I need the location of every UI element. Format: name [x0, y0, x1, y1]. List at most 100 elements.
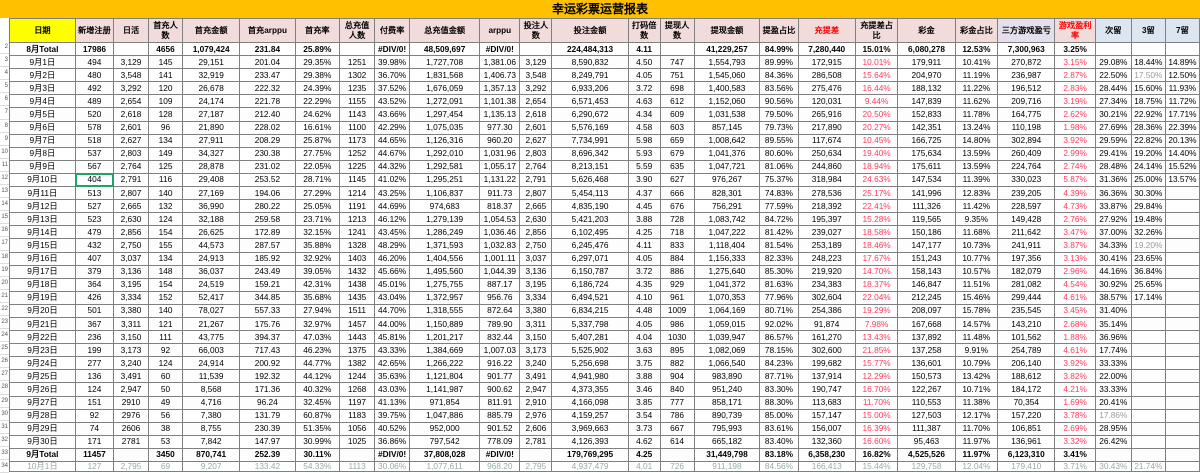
cell-bonus[interactable]: 129,758: [897, 461, 956, 472]
cell-code_mult[interactable]: 3.75: [627, 356, 661, 371]
row-number[interactable]: 13: [0, 185, 9, 199]
cell-d1[interactable]: 27.34%: [1094, 94, 1132, 109]
cell-bonus[interactable]: 150,186: [897, 225, 956, 240]
cell-wd_amt[interactable]: 828,301: [693, 186, 761, 201]
cell-recharge_amt[interactable]: 1,077,611: [409, 461, 481, 472]
cell-fc_users[interactable]: 92: [148, 343, 183, 358]
cell-bonus[interactable]: 122,267: [897, 382, 956, 397]
cell-date[interactable]: 9月3日: [9, 81, 76, 96]
table-row[interactable]: 9月22日 236 3,150 111 43,775 394.37 47.03% 1443 45…: [9, 330, 1200, 345]
table-row[interactable]: 9月17日 379 3,136 148 36,037 243.49 39.05% 1432 45…: [9, 264, 1200, 279]
cell-wd_amt[interactable]: 1,047,721: [693, 159, 761, 174]
cell-bet_amt[interactable]: 6,290,672: [551, 107, 629, 122]
col-header-bet_users[interactable]: 投注人数: [519, 18, 553, 43]
row-number[interactable]: 7: [0, 106, 9, 120]
cell-fc_arppu[interactable]: 233.47: [239, 68, 296, 83]
cell-d1[interactable]: [1094, 41, 1132, 57]
cell-d3[interactable]: [1130, 330, 1166, 345]
cell-game_profit_rate[interactable]: 3.47%: [1054, 225, 1096, 240]
cell-code_mult[interactable]: 3.72: [627, 81, 661, 96]
cell-fc_arppu[interactable]: 222.32: [239, 81, 296, 96]
cell-bet_users[interactable]: 3,037: [519, 251, 553, 266]
cell-game_profit_rate[interactable]: 1.88%: [1054, 330, 1096, 345]
cell-bonus_ratio[interactable]: 11.68%: [954, 225, 999, 240]
cell-d3[interactable]: 25.00%: [1130, 172, 1166, 188]
cell-bonus_ratio[interactable]: 14.57%: [954, 316, 999, 332]
cell-fc_users[interactable]: 124: [148, 356, 183, 371]
cell-bonus_ratio[interactable]: 11.62%: [954, 94, 999, 109]
cell-game_profit_rate[interactable]: 3.78%: [1054, 408, 1096, 423]
cell-d3[interactable]: [1130, 369, 1166, 384]
cell-dau[interactable]: 2,795: [113, 461, 150, 472]
cell-fc_users[interactable]: 140: [148, 186, 183, 201]
cell-fc_amt[interactable]: 24,914: [181, 356, 241, 371]
cell-bonus_ratio[interactable]: 10.41%: [954, 55, 999, 70]
cell-reg[interactable]: 527: [74, 199, 115, 214]
cell-d3[interactable]: 21.74%: [1130, 461, 1166, 472]
cell-wd_amt[interactable]: 1,118,404: [693, 238, 761, 253]
cell-rw_diff[interactable]: 137,914: [797, 369, 856, 384]
cell-bet_amt[interactable]: 7,734,991: [551, 133, 629, 148]
cell-code_mult[interactable]: 4.45: [627, 199, 661, 214]
cell-code_mult[interactable]: 5.59: [627, 159, 661, 174]
cell-game_profit_rate[interactable]: 3.41%: [1054, 447, 1096, 463]
cell-wd_ratio[interactable]: 80.71%: [759, 303, 799, 318]
cell-dau[interactable]: [113, 447, 150, 463]
cell-wd_users[interactable]: [659, 447, 695, 463]
cell-reg[interactable]: 151: [74, 395, 115, 410]
cell-bonus[interactable]: 179,911: [897, 55, 956, 70]
row-number[interactable]: 9: [0, 133, 9, 146]
row-number[interactable]: 17: [0, 237, 9, 251]
table-row[interactable]: 9月18日 364 3,195 154 24,519 159.21 42.31% 1438 45…: [9, 277, 1200, 292]
table-row[interactable]: 9月30日 171 2781 53 7,842 147.97 30.99% 1025 36.86…: [9, 434, 1200, 449]
cell-d1[interactable]: 36.36%: [1094, 186, 1132, 201]
cell-fc_amt[interactable]: 9,207: [181, 461, 241, 472]
cell-game_profit_rate[interactable]: 1.69%: [1054, 395, 1096, 410]
cell-rw_diff_ratio[interactable]: 18.94%: [854, 159, 899, 174]
cell-fc_arppu[interactable]: 201.04: [239, 55, 296, 70]
cell-pay_rate[interactable]: 39.75%: [374, 408, 411, 423]
cell-fc_rate[interactable]: 28.71%: [294, 172, 341, 188]
cell-d3[interactable]: [1130, 421, 1166, 436]
cell-date[interactable]: 9月23日: [9, 343, 76, 358]
cell-bet_users[interactable]: 2,654: [519, 94, 553, 109]
cell-arppu[interactable]: 916.22: [479, 356, 521, 371]
cell-fc_users[interactable]: 145: [148, 55, 183, 70]
cell-fc_amt[interactable]: 26,678: [181, 81, 241, 96]
cell-fc_arppu[interactable]: 133.42: [239, 461, 296, 472]
cell-fc_rate[interactable]: 27.94%: [294, 303, 341, 318]
cell-bonus_ratio[interactable]: 11.78%: [954, 107, 999, 122]
cell-fc_users[interactable]: 121: [148, 316, 183, 332]
cell-wd_users[interactable]: 986: [659, 316, 695, 332]
cell-bonus[interactable]: 188,132: [897, 81, 956, 96]
cell-rw_diff_ratio[interactable]: 15.00%: [854, 408, 899, 423]
table-row-total[interactable]: 9月Total 11457 3450 870,741 252.39 30.11% #DIV/…: [9, 447, 1200, 463]
cell-d7[interactable]: [1164, 408, 1200, 423]
cell-code_mult[interactable]: 4.01: [627, 461, 661, 472]
col-header-thirdparty[interactable]: 三方游戏盈亏: [997, 18, 1056, 43]
cell-recharge_users[interactable]: 1403: [339, 251, 376, 266]
cell-wd_users[interactable]: 614: [659, 434, 695, 449]
cell-fc_arppu[interactable]: 192.32: [239, 369, 296, 384]
cell-recharge_users[interactable]: 1214: [339, 186, 376, 201]
row-number[interactable]: 4: [0, 67, 9, 81]
row-number[interactable]: 27: [0, 368, 9, 382]
cell-d7[interactable]: [1164, 316, 1200, 332]
cell-dau[interactable]: 3,173: [113, 343, 150, 358]
cell-fc_rate[interactable]: 51.35%: [294, 421, 341, 436]
cell-game_profit_rate[interactable]: 4.39%: [1054, 186, 1096, 201]
cell-bonus_ratio[interactable]: 13.59%: [954, 146, 999, 161]
row-number[interactable]: 31: [0, 421, 9, 434]
cell-fc_rate[interactable]: 24.39%: [294, 81, 341, 96]
cell-fc_amt[interactable]: 7,842: [181, 434, 241, 449]
cell-recharge_amt[interactable]: 1,266,222: [409, 356, 481, 371]
cell-rw_diff_ratio[interactable]: 16.39%: [854, 421, 899, 436]
cell-bonus[interactable]: 4,525,526: [897, 447, 956, 463]
cell-date[interactable]: 9月28日: [9, 408, 76, 423]
cell-bet_users[interactable]: 2,807: [519, 186, 553, 201]
cell-thirdparty[interactable]: 182,079: [997, 264, 1056, 279]
cell-d3[interactable]: [1130, 343, 1166, 358]
cell-date[interactable]: 9月5日: [9, 107, 76, 122]
cell-fc_users[interactable]: 128: [148, 107, 183, 122]
cell-bonus[interactable]: 152,833: [897, 107, 956, 122]
